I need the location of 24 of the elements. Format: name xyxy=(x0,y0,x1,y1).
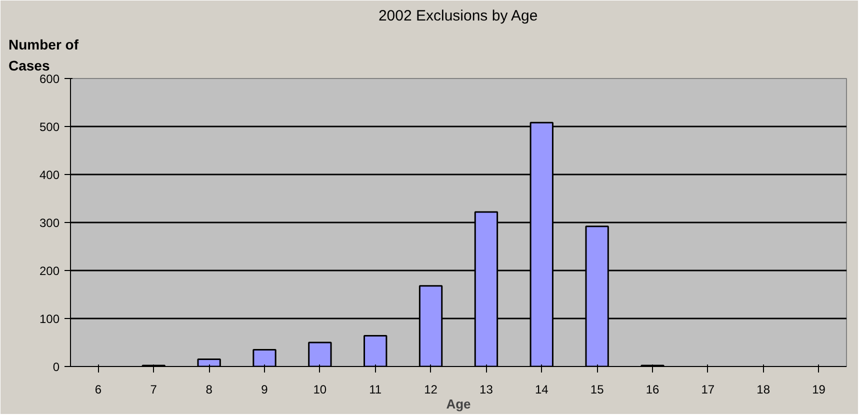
y-tick-label: 500 xyxy=(39,120,60,134)
x-tick-label: 16 xyxy=(646,382,660,396)
y-tick-label: 0 xyxy=(52,360,60,374)
x-tick-label: 7 xyxy=(150,382,158,396)
x-tick-label: 13 xyxy=(480,382,494,396)
x-tick-label: 14 xyxy=(534,382,549,396)
y-tick-label: 600 xyxy=(39,72,60,86)
x-tick-label: 19 xyxy=(812,382,826,396)
x-tick-label: 17 xyxy=(701,382,715,396)
x-tick-label: 18 xyxy=(756,382,770,396)
x-tick-label: 10 xyxy=(313,382,327,396)
y-tick-label: 300 xyxy=(39,216,60,230)
x-tick-label: 8 xyxy=(206,382,213,396)
y-axis-title: Number of Cases xyxy=(8,36,79,74)
x-axis-title: Age xyxy=(446,396,471,412)
y-tick-label: 400 xyxy=(39,168,60,182)
x-tick-label: 12 xyxy=(424,382,438,396)
y-tick-label: 100 xyxy=(39,312,60,326)
x-tick-label: 11 xyxy=(369,382,382,396)
y-tick-label: 200 xyxy=(39,264,60,278)
chart-title: 2002 Exclusions by Age xyxy=(378,8,538,24)
x-tick-label: 9 xyxy=(261,382,268,396)
x-tick-label: 6 xyxy=(94,382,102,396)
x-tick-label: 15 xyxy=(590,382,604,396)
